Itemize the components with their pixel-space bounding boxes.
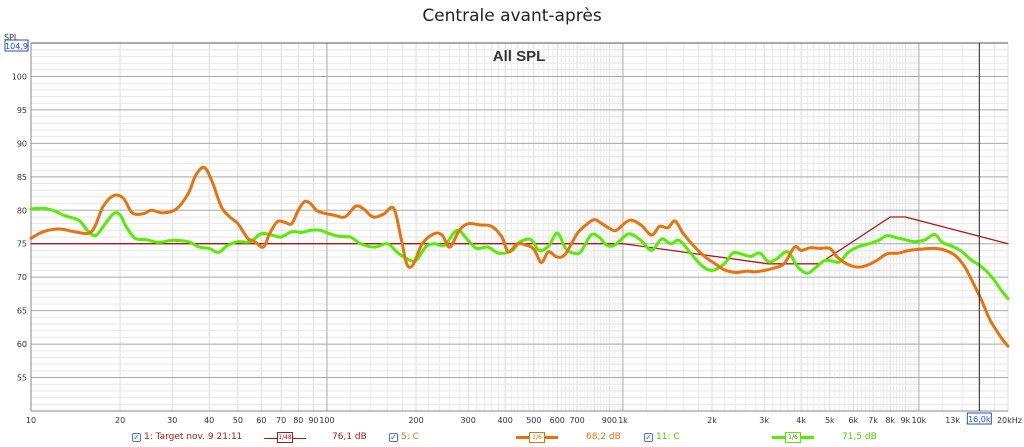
x-tick-label: 13k bbox=[945, 416, 960, 425]
y-tick-label: 90 bbox=[17, 139, 27, 148]
y-tick-label: 60 bbox=[17, 340, 27, 349]
legend-label: 5: C bbox=[401, 432, 419, 442]
smoothing-badge[interactable]: 1/6 bbox=[785, 432, 801, 443]
x-tick-label: 80 bbox=[293, 416, 303, 425]
x-tick-label: 30 bbox=[167, 416, 177, 425]
y-tick-label: 95 bbox=[17, 106, 27, 115]
x-tick-label: 200 bbox=[408, 416, 423, 425]
checkbox-icon[interactable]: ✓ bbox=[644, 432, 653, 442]
legend-swatch-c11[interactable]: 1/6 bbox=[772, 432, 814, 444]
series-c5 bbox=[29, 165, 1010, 348]
x-tick-label: 7k bbox=[868, 416, 878, 425]
y-axis-label: SPL bbox=[4, 33, 19, 42]
legend-swatch-c5[interactable]: 1/6 bbox=[516, 432, 558, 444]
cursor-layer[interactable]: 16,0k bbox=[966, 43, 992, 425]
x-tick-label: 6k bbox=[848, 416, 858, 425]
x-tick-label: 2k bbox=[707, 416, 717, 425]
x-tick-label: 50 bbox=[233, 416, 243, 425]
x-tick-label: 100 bbox=[319, 416, 334, 425]
y-tick-label: 100 bbox=[12, 72, 27, 81]
x-cursor-readout-box bbox=[966, 412, 992, 425]
x-tick-label: 70 bbox=[276, 416, 286, 425]
x-tick-label: 4k bbox=[796, 416, 806, 425]
legend-item-c5[interactable]: ✓ 5: C bbox=[389, 432, 419, 442]
x-tick-label: 1k bbox=[618, 416, 628, 425]
legend-level-target: 76,1 dB bbox=[332, 432, 367, 442]
x-tick-label: 400 bbox=[498, 416, 513, 425]
x-tick-label: 3k bbox=[759, 416, 769, 425]
legend-item-c11[interactable]: ✓ 11: C bbox=[644, 432, 680, 442]
x-tick-label: 20 bbox=[115, 416, 125, 425]
x-tick-label: 600 bbox=[550, 416, 565, 425]
legend-bar: ✓ 1: Target nov. 9 21:11 1/48 76,1 dB ✓ … bbox=[0, 431, 1024, 447]
y-tick-label: 55 bbox=[17, 374, 27, 383]
y-tick-label: 65 bbox=[17, 307, 27, 316]
x-cursor-readout: 16,0k bbox=[968, 415, 991, 424]
x-tick-label: 700 bbox=[569, 416, 584, 425]
x-tick-label: 300 bbox=[461, 416, 476, 425]
x-tick-label: 900 bbox=[602, 416, 617, 425]
legend-level-c11: 71,5 dB bbox=[842, 432, 877, 442]
legend-level: 76,1 dB bbox=[332, 432, 367, 442]
checkbox-icon[interactable]: ✓ bbox=[389, 432, 398, 442]
y-readout-box[interactable] bbox=[4, 39, 29, 52]
y-tick-label: 85 bbox=[17, 173, 27, 182]
x-tick-label: 90 bbox=[308, 416, 318, 425]
x-tick-label: 10 bbox=[26, 416, 36, 425]
x-tick-label: 5k bbox=[825, 416, 835, 425]
y-tick-labels: 55 60 65 70 75 80 85 90 95 100 bbox=[12, 72, 27, 382]
legend-level: 71,5 dB bbox=[842, 432, 877, 442]
smoothing-badge[interactable]: 1/6 bbox=[529, 432, 545, 443]
legend-item-target[interactable]: ✓ 1: Target nov. 9 21:11 bbox=[132, 432, 242, 442]
x-tick-label: 10k bbox=[911, 416, 926, 425]
checkbox-icon[interactable]: ✓ bbox=[132, 432, 141, 442]
series-layer bbox=[29, 165, 1010, 348]
x-tick-label: 500 bbox=[526, 416, 541, 425]
x-tick-labels: 10 20 30 40 50 60 70 80 90 100 200 300 400 500 600 700 9… bbox=[26, 416, 1022, 425]
y-tick-label: 80 bbox=[17, 206, 27, 215]
series-c11 bbox=[29, 206, 1010, 301]
y-tick-label: 75 bbox=[17, 240, 27, 249]
plot-border bbox=[30, 42, 1008, 412]
x-tick-label: 40 bbox=[204, 416, 214, 425]
y-tick-label: 70 bbox=[17, 273, 27, 282]
spl-chart[interactable]: 16,0k 10 20 30 40 50 60 70 80 90 100 200 300 400 500 6… bbox=[0, 0, 1024, 430]
x-tick-label: 60 bbox=[256, 416, 266, 425]
legend-level: 68,2 dB bbox=[586, 432, 621, 442]
legend-label: 11: C bbox=[656, 432, 680, 442]
minor-gridlines bbox=[31, 43, 1009, 411]
x-tick-label: 8k bbox=[885, 416, 895, 425]
x-tick-label: 20kHz bbox=[997, 416, 1022, 425]
y-readout-value: 104,9 bbox=[5, 42, 28, 51]
x-tick-label: 9k bbox=[900, 416, 910, 425]
plot-title: All SPL bbox=[493, 48, 546, 65]
legend-level-c5: 68,2 dB bbox=[586, 432, 621, 442]
smoothing-badge[interactable]: 1/48 bbox=[277, 432, 293, 443]
legend-swatch-target[interactable]: 1/48 bbox=[264, 432, 306, 444]
window-title: Centrale avant-après bbox=[422, 6, 602, 26]
legend-label: 1: Target nov. 9 21:11 bbox=[144, 432, 243, 442]
